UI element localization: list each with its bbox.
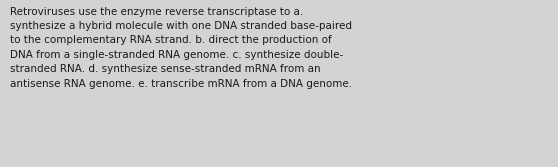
Text: Retroviruses use the enzyme reverse transcriptase to a.
synthesize a hybrid mole: Retroviruses use the enzyme reverse tran… [10,7,352,89]
